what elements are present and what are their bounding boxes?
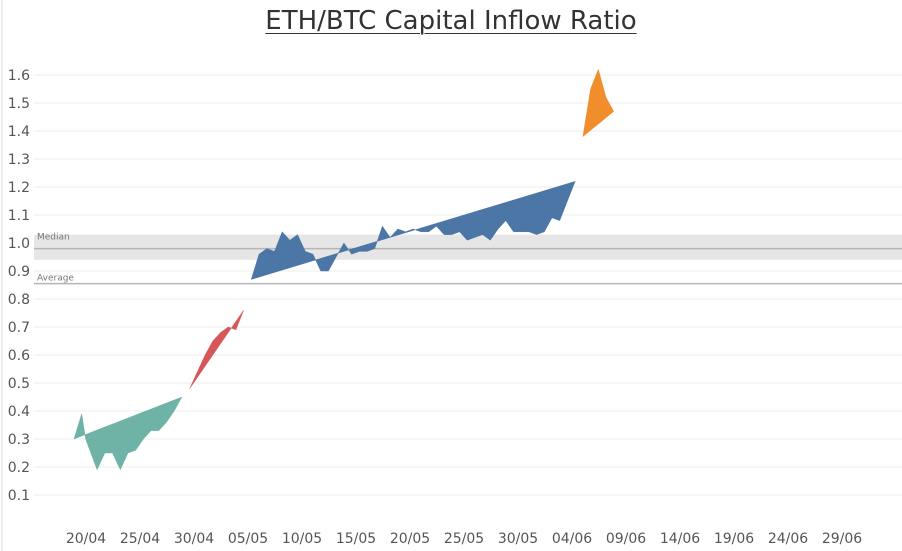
y-tick-label: 0.2: [8, 460, 30, 476]
reference-label: Median: [37, 233, 70, 243]
x-tick-label: 09/06: [606, 531, 646, 547]
x-tick-label: 24/06: [768, 531, 808, 547]
y-tick-label: 0.8: [8, 292, 30, 308]
y-tick-label: 1.2: [8, 180, 30, 196]
y-axis-ticks: 0.1 0.2 0.3 0.4 0.5 0.6 0.7 0.8 0.9 1.0 1.1 1.2 1.3 1…: [8, 68, 30, 504]
x-axis-ticks: 20/04 25/04 30/04 05/05 10/05 15/05 20/05 25/05…: [66, 531, 862, 547]
x-tick-label: 30/04: [174, 531, 214, 547]
area-series-2: [250, 181, 576, 280]
y-tick-label: 0.6: [8, 348, 30, 364]
x-tick-label: 05/05: [228, 531, 268, 547]
x-tick-label: 29/06: [822, 531, 862, 547]
y-tick-label: 0.4: [8, 404, 30, 420]
x-tick-label: 25/04: [120, 531, 160, 547]
y-tick-label: 1.0: [8, 236, 30, 252]
area-series-0: [73, 396, 183, 471]
y-tick-label: 1.3: [8, 152, 30, 168]
y-tick-label: 1.1: [8, 208, 30, 224]
chart-title: ETH/BTC Capital Inflow Ratio: [265, 6, 637, 36]
gridlines: [34, 74, 902, 496]
y-tick-label: 0.3: [8, 432, 30, 448]
area-series: [73, 68, 615, 471]
y-tick-label: 1.4: [8, 124, 30, 140]
y-tick-label: 0.1: [8, 488, 30, 504]
y-tick-label: 0.5: [8, 376, 30, 392]
area-series-3: [582, 68, 615, 138]
x-tick-label: 19/06: [714, 531, 754, 547]
x-tick-label: 15/05: [336, 531, 376, 547]
x-tick-label: 14/06: [660, 531, 700, 547]
y-tick-label: 1.5: [8, 96, 30, 112]
x-tick-label: 20/05: [390, 531, 430, 547]
area-series-1: [189, 310, 244, 389]
y-tick-label: 0.7: [8, 320, 30, 336]
x-tick-label: 04/06: [552, 531, 592, 547]
x-tick-label: 30/05: [498, 531, 538, 547]
reference-label: Average: [37, 274, 74, 284]
reference-bands: Median Average: [34, 233, 902, 285]
x-tick-label: 25/05: [444, 531, 484, 547]
x-tick-label: 10/05: [282, 531, 322, 547]
x-tick-label: 20/04: [66, 531, 106, 547]
y-tick-label: 1.6: [8, 68, 30, 84]
y-tick-label: 0.9: [8, 264, 30, 280]
